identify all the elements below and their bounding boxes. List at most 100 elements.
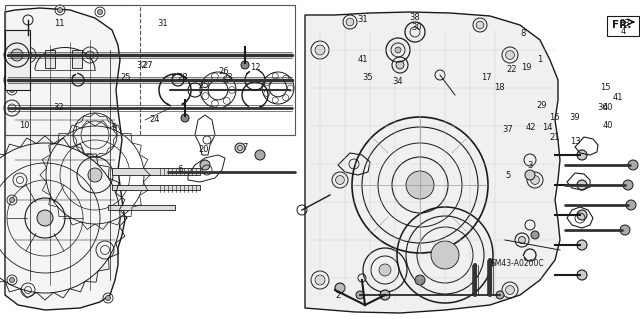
Circle shape bbox=[200, 160, 210, 170]
Text: 41: 41 bbox=[612, 93, 623, 101]
Text: 35: 35 bbox=[363, 72, 373, 81]
Circle shape bbox=[181, 114, 189, 122]
Text: 24: 24 bbox=[150, 115, 160, 124]
Text: 25: 25 bbox=[199, 81, 209, 91]
Polygon shape bbox=[72, 50, 82, 68]
Text: SM43-A0200C: SM43-A0200C bbox=[490, 258, 544, 268]
Text: 40: 40 bbox=[603, 103, 613, 113]
Text: 27: 27 bbox=[143, 61, 154, 70]
Text: 4: 4 bbox=[620, 27, 626, 36]
Polygon shape bbox=[112, 185, 200, 190]
Polygon shape bbox=[305, 12, 560, 313]
Text: 5: 5 bbox=[506, 170, 511, 180]
Circle shape bbox=[335, 175, 344, 184]
Text: FR.: FR. bbox=[612, 20, 632, 30]
Text: 19: 19 bbox=[521, 63, 531, 71]
Text: 17: 17 bbox=[481, 73, 492, 83]
Text: 31: 31 bbox=[157, 19, 168, 28]
Polygon shape bbox=[45, 50, 55, 68]
Polygon shape bbox=[112, 168, 200, 175]
Circle shape bbox=[315, 45, 325, 55]
Text: 36: 36 bbox=[598, 103, 609, 113]
Circle shape bbox=[577, 180, 587, 190]
Circle shape bbox=[577, 270, 587, 280]
Text: 16: 16 bbox=[548, 114, 559, 122]
Text: 37: 37 bbox=[502, 125, 513, 135]
Circle shape bbox=[235, 143, 245, 153]
Circle shape bbox=[506, 51, 515, 59]
Circle shape bbox=[97, 10, 102, 14]
Text: 39: 39 bbox=[570, 114, 580, 122]
Circle shape bbox=[531, 175, 540, 184]
Circle shape bbox=[415, 275, 425, 285]
Circle shape bbox=[356, 291, 364, 299]
Text: 12: 12 bbox=[250, 63, 260, 72]
Text: 38: 38 bbox=[410, 12, 420, 21]
Text: 31: 31 bbox=[358, 16, 368, 25]
Polygon shape bbox=[5, 8, 125, 310]
Circle shape bbox=[431, 241, 459, 269]
Bar bbox=[5, 5, 140, 135]
Circle shape bbox=[577, 210, 587, 220]
Circle shape bbox=[623, 180, 633, 190]
Text: 29: 29 bbox=[537, 100, 547, 109]
Circle shape bbox=[335, 283, 345, 293]
Text: 30: 30 bbox=[412, 24, 422, 33]
Polygon shape bbox=[108, 205, 175, 210]
Circle shape bbox=[395, 47, 401, 53]
Circle shape bbox=[406, 171, 434, 199]
Text: 1: 1 bbox=[538, 56, 543, 64]
Text: 7: 7 bbox=[243, 143, 248, 152]
Text: 33: 33 bbox=[620, 19, 630, 27]
Text: 22: 22 bbox=[507, 65, 517, 75]
Circle shape bbox=[10, 278, 15, 283]
Circle shape bbox=[518, 236, 525, 243]
Text: 25: 25 bbox=[121, 72, 131, 81]
Circle shape bbox=[58, 8, 63, 12]
Text: 9: 9 bbox=[111, 122, 116, 131]
Circle shape bbox=[620, 225, 630, 235]
Text: 13: 13 bbox=[570, 137, 580, 146]
Circle shape bbox=[11, 49, 23, 61]
FancyBboxPatch shape bbox=[607, 16, 639, 36]
Circle shape bbox=[10, 197, 15, 203]
Circle shape bbox=[346, 18, 354, 26]
Circle shape bbox=[37, 210, 53, 226]
Circle shape bbox=[380, 290, 390, 300]
Circle shape bbox=[88, 168, 102, 182]
Text: 32: 32 bbox=[137, 62, 147, 70]
Text: 40: 40 bbox=[603, 121, 613, 130]
Text: 11: 11 bbox=[54, 19, 64, 27]
Text: 3: 3 bbox=[527, 160, 532, 169]
Circle shape bbox=[506, 286, 515, 294]
Circle shape bbox=[626, 200, 636, 210]
Text: 21: 21 bbox=[550, 132, 560, 142]
Circle shape bbox=[577, 150, 587, 160]
Circle shape bbox=[106, 295, 111, 300]
Circle shape bbox=[10, 87, 15, 93]
Text: 20: 20 bbox=[199, 145, 209, 154]
Text: 23: 23 bbox=[223, 72, 234, 81]
Circle shape bbox=[379, 264, 391, 276]
Text: 42: 42 bbox=[525, 123, 536, 132]
Text: 32: 32 bbox=[54, 102, 64, 112]
Text: 34: 34 bbox=[393, 78, 403, 86]
Circle shape bbox=[577, 240, 587, 250]
Text: 15: 15 bbox=[600, 84, 611, 93]
Text: 18: 18 bbox=[493, 84, 504, 93]
Text: 26: 26 bbox=[219, 68, 229, 77]
Circle shape bbox=[525, 170, 535, 180]
Text: 10: 10 bbox=[19, 122, 29, 130]
Text: 8: 8 bbox=[520, 28, 525, 38]
Circle shape bbox=[396, 61, 404, 69]
Circle shape bbox=[315, 275, 325, 285]
Text: 14: 14 bbox=[541, 123, 552, 132]
Text: 2: 2 bbox=[335, 291, 340, 300]
Polygon shape bbox=[5, 30, 30, 90]
Text: 6: 6 bbox=[177, 166, 182, 174]
Circle shape bbox=[628, 160, 638, 170]
Text: 41: 41 bbox=[358, 56, 368, 64]
Text: 28: 28 bbox=[178, 73, 188, 83]
Circle shape bbox=[496, 291, 504, 299]
Circle shape bbox=[255, 150, 265, 160]
